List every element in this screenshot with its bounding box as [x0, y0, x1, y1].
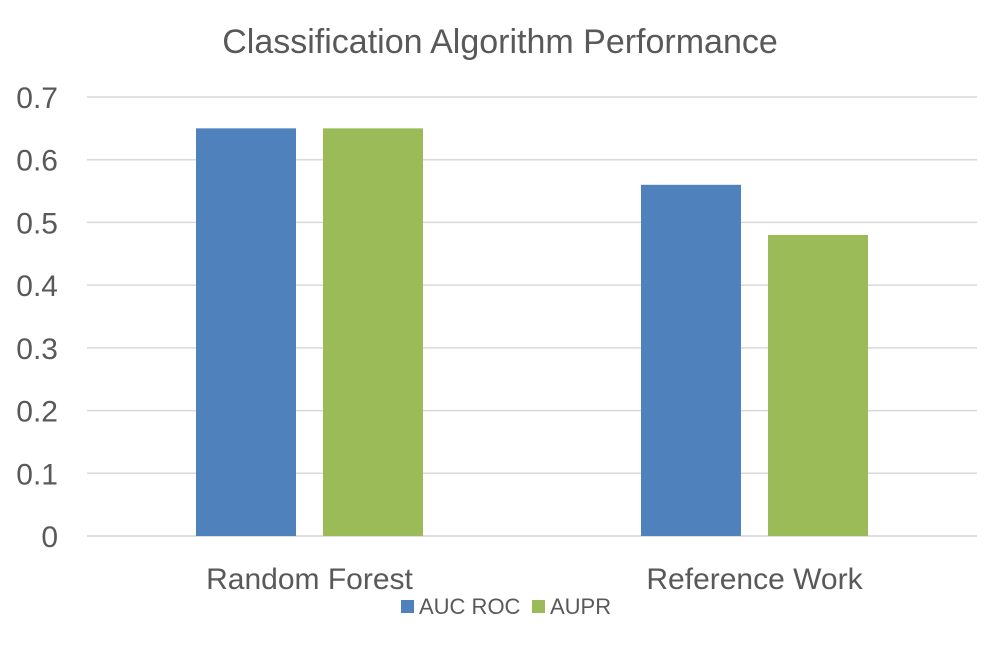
y-tick-label: 0.7: [16, 82, 58, 115]
legend-label: AUPR: [550, 594, 611, 619]
y-tick-label: 0.2: [16, 396, 58, 429]
y-axis-ticks: 0 0.1 0.2 0.3 0.4 0.5 0.6 0.7: [16, 82, 58, 554]
y-tick-label: 0.4: [16, 270, 58, 303]
legend-swatch: [532, 600, 545, 613]
y-tick-label: 0.3: [16, 333, 58, 366]
bar-auc-roc-reference-work: [641, 184, 741, 537]
y-tick-label: 0.5: [16, 207, 58, 240]
y-tick-label: 0.6: [16, 145, 58, 178]
legend-label: AUC ROC: [419, 594, 521, 619]
bar-aupr-reference-work: [768, 234, 868, 536]
x-tick-label: Reference Work: [646, 563, 863, 596]
legend: AUC ROC AUPR: [401, 594, 611, 619]
y-tick-label: 0.1: [16, 458, 58, 491]
bar-auc-roc-random-forest: [196, 128, 296, 536]
chart-title: Classification Algorithm Performance: [222, 23, 778, 61]
legend-swatch: [401, 600, 414, 613]
bar-aupr-random-forest: [323, 128, 423, 536]
x-axis-ticks: Random Forest Reference Work: [206, 563, 863, 596]
y-tick-label: 0: [41, 521, 58, 554]
x-tick-label: Random Forest: [206, 563, 413, 596]
bars: [196, 128, 868, 537]
